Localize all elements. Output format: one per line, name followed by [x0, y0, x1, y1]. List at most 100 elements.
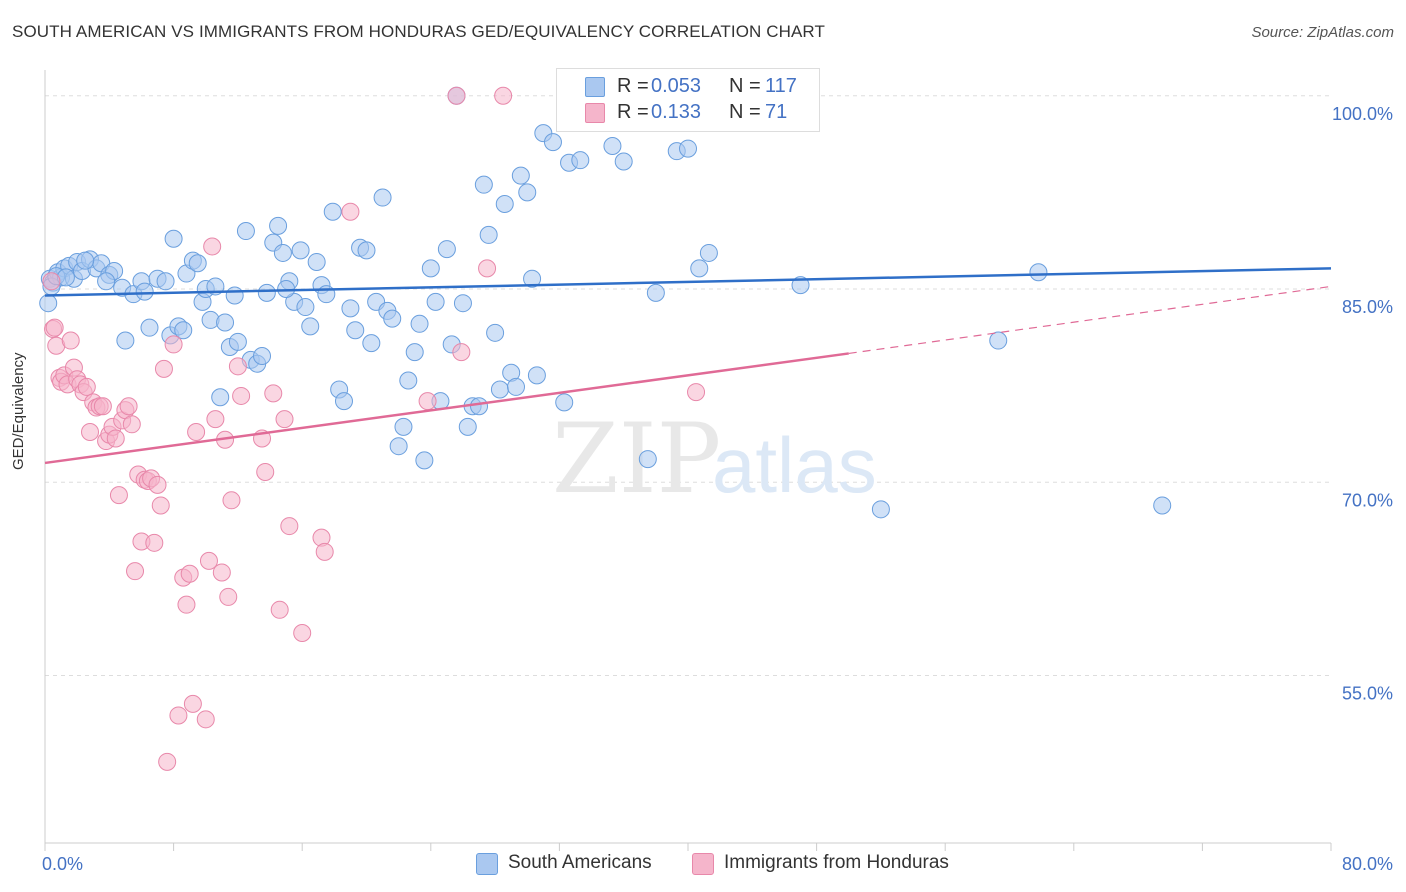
- point-south-americans: [490, 380, 509, 399]
- point-south-americans: [603, 137, 622, 156]
- point-honduras: [199, 551, 218, 570]
- point-south-americans: [357, 241, 376, 260]
- point-south-americans: [211, 388, 230, 407]
- point-south-americans: [1029, 263, 1048, 282]
- point-honduras: [447, 86, 466, 105]
- point-south-americans: [389, 437, 408, 456]
- point-honduras: [164, 335, 183, 354]
- point-south-americans: [394, 417, 413, 436]
- point-south-americans: [646, 283, 665, 302]
- point-honduras: [77, 377, 96, 396]
- point-south-americans: [518, 183, 537, 202]
- point-south-americans: [291, 241, 310, 260]
- bottom-legend-swatch-blue: [476, 853, 498, 875]
- point-honduras: [45, 318, 64, 337]
- watermark: ZIP atlas: [552, 403, 877, 515]
- point-south-americans: [140, 318, 159, 337]
- point-south-americans: [174, 321, 193, 340]
- x-tick-label: 80.0%: [1342, 854, 1393, 874]
- point-honduras: [148, 475, 167, 494]
- point-south-americans: [638, 450, 657, 469]
- point-south-americans: [543, 133, 562, 152]
- point-honduras: [42, 272, 61, 291]
- point-south-americans: [511, 166, 530, 185]
- legend-r-label: R =: [617, 101, 649, 123]
- point-south-americans: [470, 397, 489, 416]
- point-south-americans: [301, 317, 320, 336]
- point-south-americans: [523, 269, 542, 288]
- point-south-americans: [453, 294, 472, 313]
- point-honduras: [183, 694, 202, 713]
- point-south-americans: [555, 393, 574, 412]
- point-south-americans: [346, 321, 365, 340]
- point-south-americans: [410, 314, 429, 333]
- point-south-americans: [253, 347, 272, 366]
- point-honduras: [212, 563, 231, 582]
- legend-n-label: N =: [729, 101, 761, 123]
- bottom-legend-south-americans: South Americans: [508, 852, 652, 873]
- point-south-americans: [156, 272, 175, 291]
- point-south-americans: [373, 188, 392, 207]
- point-south-americans: [236, 222, 255, 241]
- point-honduras: [119, 397, 138, 416]
- gridlines: [45, 95, 1331, 677]
- legend-n-value: 71: [765, 101, 788, 123]
- legend-n-label: N =: [729, 75, 761, 97]
- point-south-americans: [690, 259, 709, 278]
- point-south-americans: [135, 282, 154, 301]
- point-south-americans: [699, 243, 718, 262]
- point-honduras: [180, 564, 199, 583]
- point-south-americans: [225, 286, 244, 305]
- bottom-legend-honduras: Immigrants from Honduras: [724, 852, 949, 873]
- point-south-americans: [495, 194, 514, 213]
- point-south-americans: [474, 175, 493, 194]
- point-honduras: [264, 384, 283, 403]
- y-tick-label: 100.0%: [1332, 104, 1393, 124]
- point-south-americans: [871, 500, 890, 519]
- trend-honduras-extension: [848, 285, 1332, 355]
- point-south-americans: [679, 139, 697, 158]
- x-tick-label: 0.0%: [42, 854, 83, 874]
- series-immigrants-honduras: [42, 86, 706, 771]
- trend-south-americans: [44, 267, 1332, 297]
- point-honduras: [452, 343, 471, 362]
- point-south-americans: [1153, 496, 1172, 515]
- point-honduras: [126, 562, 145, 581]
- point-honduras: [109, 486, 128, 505]
- point-south-americans: [257, 283, 276, 302]
- point-south-americans: [426, 292, 445, 311]
- tick-labels: 100.0% 85.0% 70.0% 55.0% 0.0% 80.0%: [42, 104, 1393, 874]
- point-honduras: [177, 595, 196, 614]
- point-honduras: [418, 392, 437, 411]
- point-south-americans: [76, 251, 95, 270]
- point-south-americans: [323, 202, 342, 221]
- point-honduras: [478, 259, 497, 278]
- point-south-americans: [383, 309, 402, 328]
- legend-row-honduras: R = 0.133 N = 71: [557, 101, 819, 125]
- point-honduras: [145, 533, 164, 552]
- point-south-americans: [506, 377, 525, 396]
- correlation-legend: R = 0.053 N = 117 R = 0.133 N = 71: [556, 68, 820, 132]
- point-south-americans: [116, 331, 135, 350]
- watermark-zip: ZIP: [552, 403, 721, 515]
- watermark-atlas: atlas: [712, 421, 877, 509]
- point-south-americans: [228, 332, 247, 351]
- point-honduras: [206, 410, 225, 429]
- point-south-americans: [405, 343, 424, 362]
- point-honduras: [196, 710, 215, 729]
- legend-r-value: 0.053: [651, 75, 702, 97]
- point-honduras: [219, 587, 238, 606]
- point-south-americans: [269, 216, 288, 235]
- point-honduras: [280, 517, 299, 536]
- y-tick-label: 85.0%: [1342, 297, 1393, 317]
- point-honduras: [187, 423, 206, 442]
- point-south-americans: [97, 272, 116, 291]
- legend-row-south-americans: R = 0.053 N = 117: [557, 75, 819, 99]
- point-south-americans: [362, 334, 381, 353]
- point-honduras: [341, 202, 360, 221]
- point-south-americans: [421, 259, 440, 278]
- point-honduras: [275, 410, 294, 429]
- legend-swatch-pink: [585, 103, 605, 123]
- point-south-americans: [188, 254, 207, 273]
- point-south-americans: [989, 331, 1008, 350]
